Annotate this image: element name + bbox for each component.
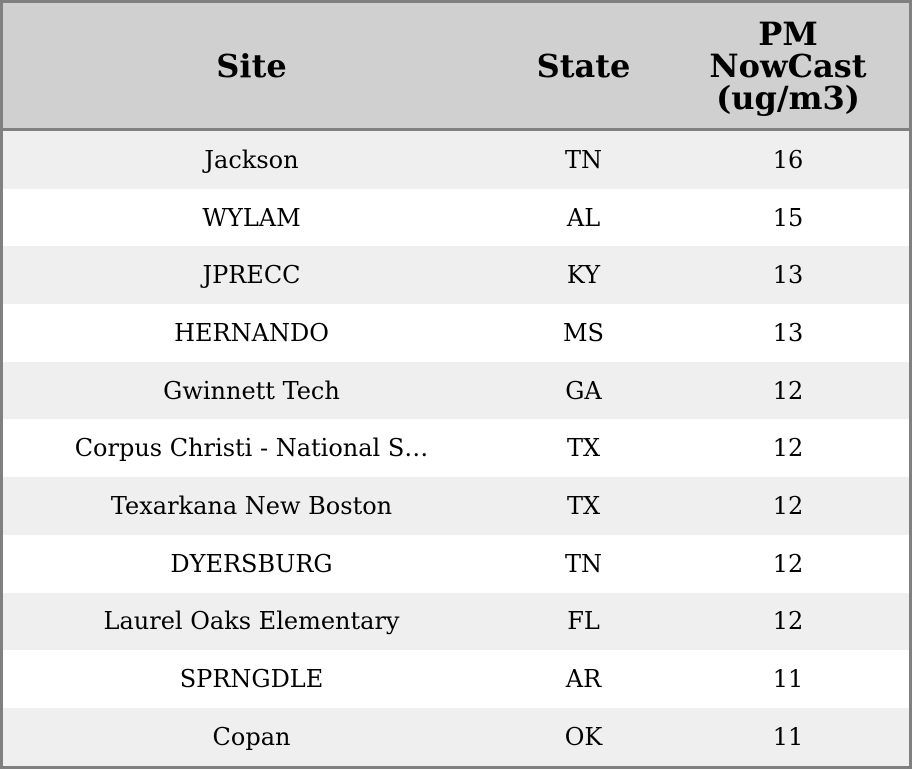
cell-site: SPRNGDLE [179,665,324,694]
cell-state: GA [565,376,602,405]
cell-pm: 12 [772,549,804,578]
table-body: Jackson TN 16 WYLAM AL 15 JPRECC KY 13 HERNANDO MS… [3,131,909,766]
cell-pm: 15 [772,203,804,232]
header-pm[interactable]: PM NowCast (ug/m3) [709,14,867,117]
table-row: Texarkana New Boston TX 12 [3,477,909,535]
table-row: Gwinnett Tech GA 12 [3,361,909,420]
cell-pm: 12 [772,607,804,636]
table-row: JPRECC KY 13 [3,246,909,305]
cell-pm: 12 [772,376,804,405]
cell-state: TX [566,434,601,463]
cell-site: WYLAM [202,203,301,232]
cell-pm: 16 [772,145,804,174]
cell-site: Corpus Christi - National S… [74,434,429,463]
cell-pm: 13 [772,261,804,290]
cell-site: Laurel Oaks Elementary [103,607,400,636]
table-row: Corpus Christi - National S… TX 12 [3,419,909,478]
cell-state: TX [566,491,601,520]
cell-site: Gwinnett Tech [163,376,340,405]
cell-pm: 11 [772,722,804,751]
cell-state: KY [566,261,601,290]
cell-state: TN [564,549,602,578]
cell-site: DYERSBURG [170,549,333,578]
table-row: DYERSBURG TN 12 [3,534,909,593]
cell-pm: 11 [772,665,804,694]
cell-pm: 12 [772,434,804,463]
cell-state: AL [566,203,601,232]
cell-state: TN [564,145,602,174]
cell-site: JPRECC [202,261,301,290]
cell-pm: 12 [772,491,804,520]
cell-pm: 13 [772,318,804,347]
cell-site: HERNANDO [174,318,329,347]
cell-state: MS [562,318,604,347]
header-site[interactable]: Site [216,46,287,85]
table-row: HERNANDO MS 13 [3,304,909,362]
table-row: SPRNGDLE AR 11 [3,650,909,708]
table-row: Laurel Oaks Elementary FL 12 [3,592,909,651]
cell-state: OK [564,722,603,751]
cell-site: Copan [212,722,291,751]
cell-state: AR [565,665,602,694]
cell-site: Jackson [204,145,299,174]
cell-site: Texarkana New Boston [110,491,393,520]
table-row: WYLAM AL 15 [3,188,909,247]
cell-state: FL [567,607,600,636]
header-state[interactable]: State [536,46,631,85]
table-row: Jackson TN 16 [3,131,909,189]
table-row: Copan OK 11 [3,707,909,766]
table-header: Site State PM NowCast (ug/m3) [3,3,909,131]
